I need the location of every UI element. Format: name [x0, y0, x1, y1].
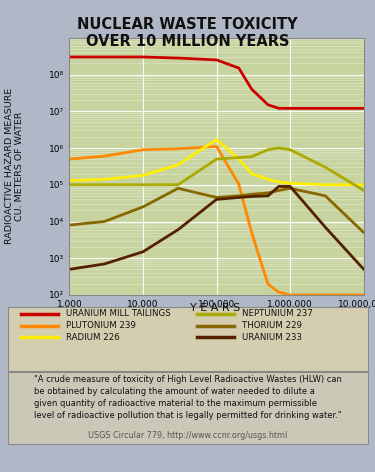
Text: URANIUM 233: URANIUM 233 [242, 333, 302, 342]
Text: NUCLEAR WASTE TOXICITY
OVER 10 MILLION YEARS: NUCLEAR WASTE TOXICITY OVER 10 MILLION Y… [77, 17, 298, 49]
Text: NEPTUNIUM 237: NEPTUNIUM 237 [242, 309, 313, 319]
Text: "A crude measure of toxicity of High Level Radioactive Wastes (HLW) can
be obtai: "A crude measure of toxicity of High Lev… [34, 375, 341, 420]
Text: Y E A R S: Y E A R S [190, 303, 241, 313]
Text: THORIUM 229: THORIUM 229 [242, 321, 302, 330]
Text: RADIUM 226: RADIUM 226 [66, 333, 119, 342]
Text: USGS Circular 779, http://www.ccnr.org/usgs.html: USGS Circular 779, http://www.ccnr.org/u… [88, 431, 287, 440]
Text: URANIUM MILL TAILINGS: URANIUM MILL TAILINGS [66, 309, 170, 319]
Text: RADIOACTIVE HAZARD MEASURE
CU. METERS OF WATER: RADIOACTIVE HAZARD MEASURE CU. METERS OF… [4, 88, 24, 244]
Text: PLUTONIUM 239: PLUTONIUM 239 [66, 321, 135, 330]
